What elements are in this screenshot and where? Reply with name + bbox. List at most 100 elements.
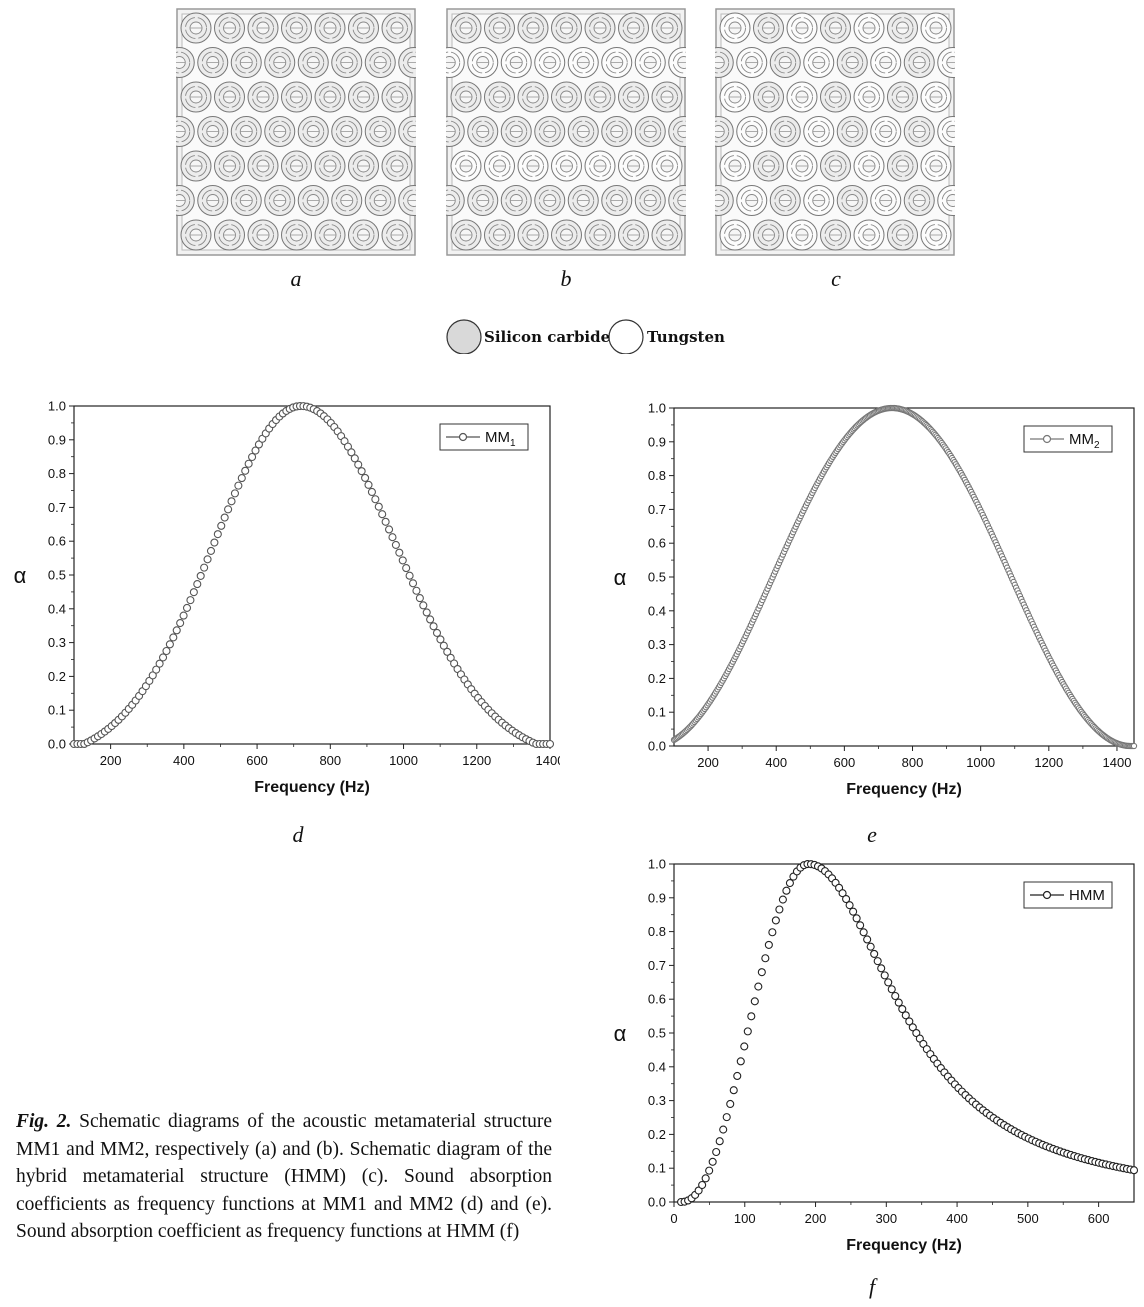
x-tick-label: 600 — [1088, 1211, 1110, 1226]
y-tick-label: 0.1 — [648, 1161, 666, 1176]
cell — [534, 116, 566, 147]
data-point — [347, 448, 356, 457]
y-tick-label: 0.3 — [648, 637, 666, 652]
cell — [314, 219, 346, 251]
y-tick-label: 1.0 — [648, 857, 666, 872]
series-points — [677, 860, 1139, 1207]
x-tick-label: 800 — [902, 755, 924, 770]
cell — [517, 219, 549, 251]
series-points — [69, 401, 555, 749]
data-point — [743, 1027, 752, 1036]
cell — [197, 47, 229, 78]
cell — [331, 185, 363, 216]
cell — [736, 47, 768, 78]
y-axis-label: α — [614, 1021, 627, 1046]
cell — [853, 150, 885, 182]
data-point — [894, 998, 903, 1007]
data-point — [446, 653, 455, 662]
cell — [887, 219, 918, 251]
data-point — [165, 640, 174, 649]
cell — [534, 47, 566, 78]
tungsten-label: Tungsten — [647, 328, 725, 346]
cell — [500, 47, 532, 78]
data-point — [1130, 742, 1138, 750]
data-point — [764, 940, 773, 949]
x-tick-label: 600 — [834, 755, 856, 770]
panel-d-label: d — [292, 822, 304, 847]
y-tick-label: 0.7 — [648, 502, 666, 517]
data-point — [155, 659, 164, 668]
schematic-b-label: b — [560, 266, 572, 291]
data-point — [838, 889, 847, 898]
data-point — [217, 521, 226, 530]
schematic-a — [163, 8, 430, 256]
schematic-a-image — [163, 8, 430, 256]
cell — [450, 12, 482, 44]
cell — [634, 47, 666, 78]
silicon-carbide-label: Silicon carbide — [484, 328, 611, 346]
cell — [534, 185, 566, 216]
cell — [348, 150, 379, 182]
data-point — [880, 971, 889, 980]
data-point — [898, 1004, 907, 1014]
x-tick-label: 400 — [173, 753, 195, 768]
cell — [836, 116, 868, 147]
chart-legend: MM2 — [1023, 425, 1113, 453]
x-axis-label: Frequency (Hz) — [846, 1237, 962, 1254]
cell — [180, 12, 212, 44]
caption-fig-label: Fig. 2. — [16, 1111, 72, 1132]
cell — [887, 81, 918, 113]
data-point — [901, 1011, 910, 1020]
data-point — [722, 1113, 731, 1122]
data-point — [388, 533, 397, 542]
cell — [230, 116, 262, 147]
y-tick-label: 0.7 — [48, 500, 66, 515]
cell — [348, 81, 379, 113]
chart-f: 0.0 0.1 0.2 0.3 0.4 0.5 0.6 0.7 0.8 0.9 1.0 0 100 200… — [614, 857, 1139, 1254]
data-point — [422, 608, 431, 617]
legend-series-subscript: 1 — [510, 438, 516, 449]
data-point — [439, 641, 448, 650]
cell — [467, 47, 499, 78]
y-tick-label: 0.8 — [648, 468, 666, 483]
x-tick-label: 1000 — [966, 755, 995, 770]
data-point — [768, 928, 777, 937]
cell — [651, 12, 683, 44]
data-point — [729, 1086, 738, 1095]
data-point — [224, 505, 233, 514]
data-point — [757, 968, 766, 977]
cell — [719, 81, 751, 113]
y-tick-label: 0.6 — [648, 536, 666, 551]
y-tick-label: 0.3 — [648, 1093, 666, 1108]
cell — [753, 12, 784, 44]
schematic-c — [702, 8, 969, 256]
data-point — [251, 446, 260, 455]
cell — [180, 150, 212, 182]
cell — [719, 219, 751, 251]
y-tick-label: 0.4 — [48, 601, 66, 616]
cell — [381, 12, 413, 44]
legend-series-subscript: 2 — [1094, 440, 1100, 451]
cell — [281, 150, 312, 182]
cell — [736, 185, 768, 216]
cell — [567, 116, 599, 147]
data-point — [412, 586, 421, 595]
cell — [786, 150, 818, 182]
cell — [651, 81, 683, 113]
y-tick-label: 0.6 — [48, 534, 66, 549]
data-point — [248, 452, 257, 462]
data-point — [736, 1057, 745, 1066]
cell — [584, 12, 616, 44]
cell — [214, 81, 245, 113]
data-point — [747, 1012, 756, 1021]
cell — [753, 219, 784, 251]
chart-legend: HMM — [1023, 881, 1113, 909]
cell — [517, 81, 549, 113]
cell — [381, 81, 413, 113]
cell — [314, 150, 346, 182]
cell — [870, 47, 902, 78]
cell — [803, 185, 835, 216]
cell — [264, 185, 296, 216]
data-point — [750, 997, 759, 1006]
data-point — [350, 454, 359, 463]
